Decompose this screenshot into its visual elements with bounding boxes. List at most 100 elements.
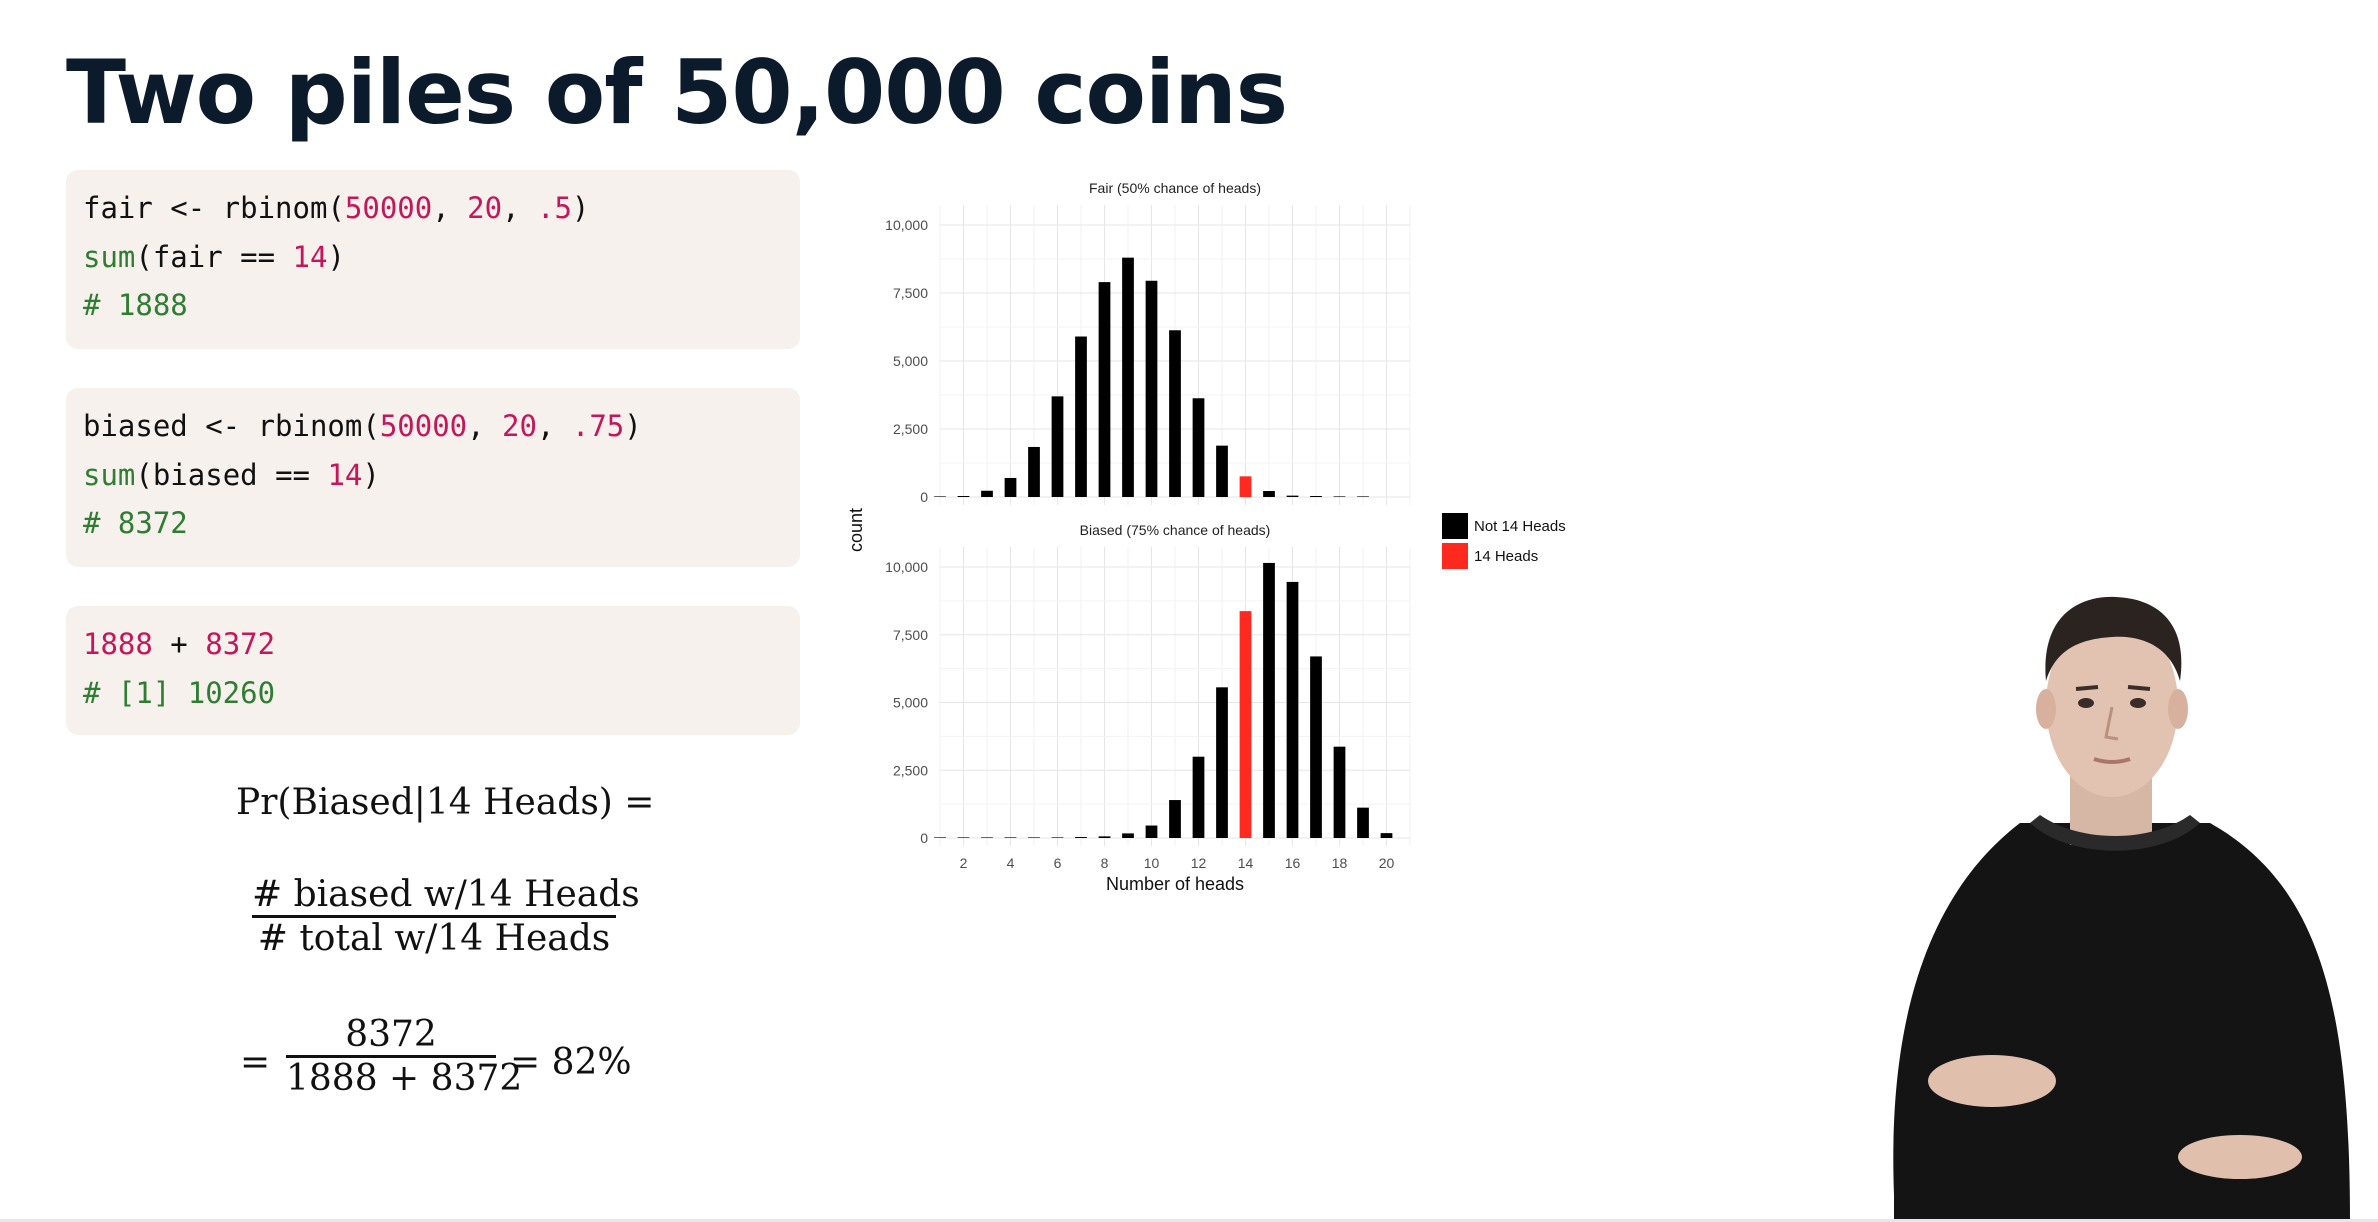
x-tick-label: 4 [1007,855,1015,871]
histogram-bar [1380,833,1393,838]
code-token: sum [83,239,136,274]
y-axis-label: count [846,508,866,552]
code-line: fair <- rbinom(50000, 20, .5) [83,184,800,233]
code-block-sum: 1888 + 8372 # [1] 10260 [66,606,800,735]
y-tick-label: 0 [920,830,928,846]
fraction-1-numerator: # biased w/14 Heads [252,874,640,915]
code-token: # 8372 [83,506,188,540]
x-tick-label: 8 [1101,855,1109,871]
histogram-bar [1216,687,1228,838]
histogram-bar [1098,836,1111,838]
fraction-2-bar [286,1055,496,1058]
histogram-bar [1028,837,1040,838]
histogram-bar [1333,496,1346,497]
code-token: , [432,191,468,225]
histogram-bar [1263,491,1275,497]
code-token: ) [362,457,380,492]
code-token: 20 [502,409,537,443]
formula-result: = 82% [510,1042,632,1083]
histogram-bar [1357,496,1369,497]
code-token: (biased == [135,457,328,492]
code-token: , [467,409,503,443]
code-token: fair <- rbinom( [83,191,345,225]
histogram-bar [1263,562,1275,838]
fraction-1-bar [252,915,616,918]
chart-legend: Not 14 Heads 14 Heads [1442,511,1566,571]
code-token: .75 [571,409,625,443]
panel-title: Biased (75% chance of heads) [1080,522,1271,538]
histogram-bar [1286,495,1299,497]
code-line: sum(biased == 14) [83,451,800,500]
histogram-bar [1169,800,1181,838]
y-tick-label: 7,500 [893,285,928,301]
x-tick-label: 6 [1054,855,1062,871]
code-line: 1888 + 8372 [83,620,800,669]
histogram-bar [1286,581,1299,838]
formula-eq-lead: = [240,1042,271,1083]
code-token: 14 [292,239,328,274]
histogram-chart: 0 2,500 5,000 7,500 10,000 Fair (50% chance o… [846,180,1411,894]
x-tick-label: 10 [1144,855,1160,871]
histogram-bar [1028,446,1040,497]
code-token: sum [83,457,136,492]
histogram-bar [1122,833,1134,838]
code-line: # 1888 [83,281,800,330]
code-token: ) [624,409,642,443]
histogram-bar [981,837,993,838]
histogram-bar [1075,336,1087,497]
x-tick-label: 14 [1238,855,1254,871]
histogram-bar [1357,807,1369,838]
formula-fraction-2: 8372 1888 + 8372 [286,1014,523,1099]
legend-item-not-14: Not 14 Heads [1442,511,1566,541]
presenter-video [1893,596,2350,1222]
histogram-bar [1192,398,1205,497]
code-line: # 8372 [83,499,800,548]
code-token: .5 [536,191,572,225]
x-tick-label: 2 [960,855,968,871]
bottom-divider [0,1219,2378,1222]
histogram-bar [1169,330,1181,497]
code-token: (fair == [135,239,293,274]
code-line: # [1] 10260 [83,669,800,718]
fraction-1-denominator: # total w/14 Heads [257,918,611,959]
code-token: , [536,409,572,443]
legend-swatch-14 [1442,543,1468,569]
code-token: 50000 [344,191,433,225]
code-token: , [502,191,537,225]
y-tick-label: 2,500 [893,421,928,437]
code-token: # 1888 [83,288,188,322]
code-token: biased <- rbinom( [83,409,380,443]
x-tick-label: 16 [1285,855,1301,871]
fraction-2-denominator: 1888 + 8372 [286,1058,523,1099]
legend-swatch-not-14 [1442,513,1468,539]
formula-fraction-1: # biased w/14 Heads # total w/14 Heads [252,874,640,959]
code-block-fair: fair <- rbinom(50000, 20, .5) sum(fair ==… [66,170,800,349]
histogram-bar [1004,477,1017,497]
code-token: 14 [327,457,363,492]
x-tick-label: 18 [1332,855,1348,871]
y-tick-label: 7,500 [893,627,928,643]
y-tick-label: 5,000 [893,695,928,711]
legend-item-14: 14 Heads [1442,541,1566,571]
histogram-bar [1310,656,1322,838]
legend-label-not-14: Not 14 Heads [1474,517,1566,535]
formula-line1: Pr(Biased|14 Heads) = [236,782,655,823]
fraction-2-numerator: 8372 [345,1014,437,1055]
histogram-bar [981,490,993,497]
histogram-bar [1333,746,1346,838]
legend-label-14: 14 Heads [1474,547,1539,565]
histogram-bar [957,837,970,838]
histogram-bar [1004,837,1017,838]
code-token: 8372 [205,627,276,661]
y-tick-label: 10,000 [885,559,928,575]
histogram-bar [1239,611,1252,838]
code-token: 50000 [379,409,468,443]
y-tick-label: 0 [920,489,928,505]
histogram-bar [1216,445,1228,497]
code-line: biased <- rbinom(50000, 20, .75) [83,402,800,451]
code-block-biased: biased <- rbinom(50000, 20, .75) sum(bias… [66,388,800,567]
histogram-bar [1239,476,1252,497]
histogram-bar [1310,496,1322,497]
code-token: # [1] 10260 [83,675,276,710]
y-tick-label: 5,000 [893,353,928,369]
